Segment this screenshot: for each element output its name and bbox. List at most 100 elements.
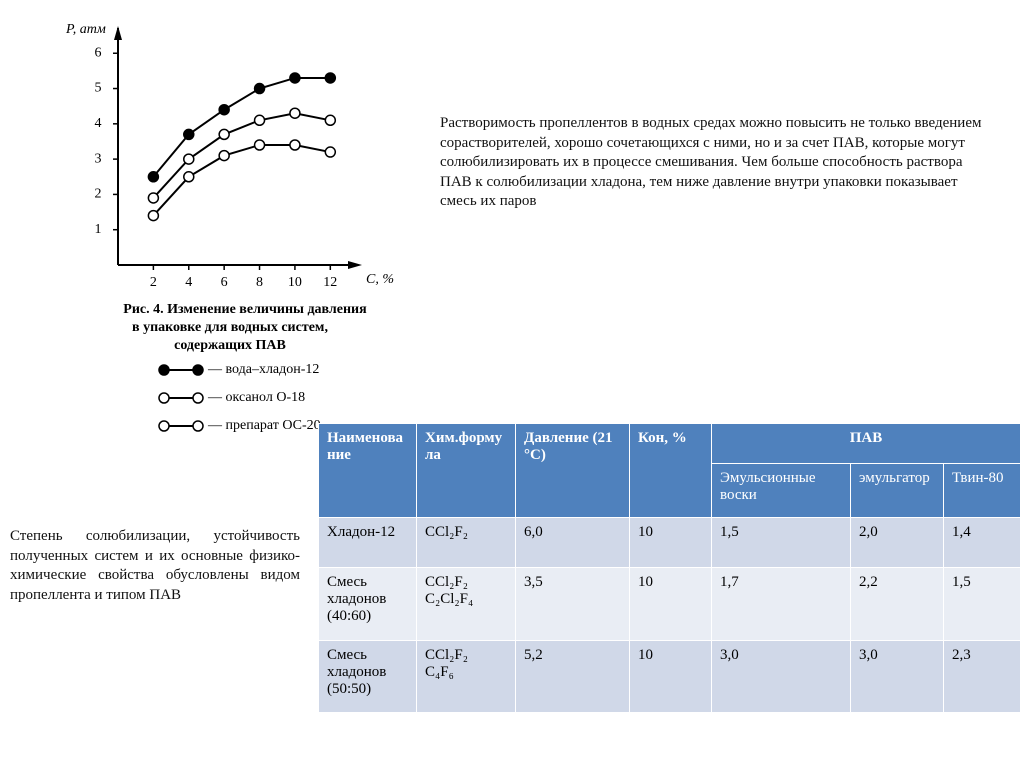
cell-text: CCl₂F₂ bbox=[425, 524, 468, 540]
legend-label: — препарат ОС-20 bbox=[207, 418, 321, 433]
table-cell: 5,2 bbox=[515, 640, 630, 713]
legend-marker bbox=[192, 392, 204, 404]
cell-text: 2,2 bbox=[859, 574, 878, 590]
x-tick-label: 4 bbox=[185, 275, 192, 290]
cell-text: 1,4 bbox=[952, 524, 971, 540]
x-arrow bbox=[348, 261, 362, 269]
table-cell: 10 bbox=[629, 567, 712, 641]
marker bbox=[253, 114, 266, 127]
table-cell: 3,5 bbox=[515, 567, 630, 641]
cell-text: 1,7 bbox=[720, 574, 739, 590]
x-tick-label: 12 bbox=[323, 275, 337, 290]
legend-marker bbox=[158, 420, 170, 432]
cell-text: 5,2 bbox=[524, 647, 543, 663]
table-cell: 1,5 bbox=[711, 517, 851, 568]
table-cell: 2,2 bbox=[850, 567, 944, 641]
legend-label: — вода–хладон-12 bbox=[207, 362, 319, 377]
marker bbox=[253, 139, 266, 151]
legend-marker bbox=[192, 420, 204, 432]
table-row: Хладон-12 CCl₂F₂ 6,0 10 1,5 2,0 1,4 bbox=[318, 517, 1021, 568]
marker bbox=[147, 192, 160, 204]
subheader-cell: Эмульсионные воски bbox=[711, 463, 851, 518]
cell-text: Хладон-12 bbox=[327, 524, 396, 540]
marker bbox=[218, 103, 230, 116]
y-tick-label: 3 bbox=[95, 151, 102, 166]
marker bbox=[183, 153, 195, 165]
caption: Рис. 4. Изменение величины давления в упа… bbox=[123, 302, 367, 353]
paragraph: Растворимость пропеллентов в водных сред… bbox=[440, 115, 982, 209]
cell-text: 1,5 bbox=[720, 524, 739, 540]
table-cell: CCl₂F₂ bbox=[416, 517, 516, 568]
x-tick-label: 2 bbox=[150, 275, 157, 290]
caption-line: в упаковке для водных систем, bbox=[132, 320, 328, 335]
cell-text: 6,0 bbox=[524, 524, 543, 540]
y-tick-label: 6 bbox=[95, 45, 102, 60]
table-cell: Хладон-12 bbox=[318, 517, 417, 568]
table-cell: 3,0 bbox=[850, 640, 944, 713]
marker bbox=[147, 209, 160, 222]
cell-text: 2,3 bbox=[952, 647, 971, 663]
marker bbox=[183, 171, 195, 183]
marker bbox=[324, 114, 337, 127]
series-line bbox=[152, 76, 331, 178]
y-tick-label: 2 bbox=[95, 187, 102, 202]
marker bbox=[218, 128, 230, 141]
table-cell: 1,5 bbox=[943, 567, 1021, 641]
table-row: Смесь хладонов (40:60) CCl₂F₂ C₂Cl₂F₄ 3,5 10… bbox=[318, 567, 1021, 641]
header-cell: ПАВ bbox=[711, 423, 1021, 464]
x-tick-label: 8 bbox=[256, 275, 263, 290]
marker bbox=[183, 128, 195, 141]
y-tick-label: 5 bbox=[95, 81, 102, 96]
cell-text: Смесь хладонов (40:60) bbox=[327, 574, 387, 624]
cell-text: 10 bbox=[638, 524, 653, 540]
marker bbox=[147, 171, 160, 183]
series-line bbox=[152, 112, 331, 199]
table-cell: 2,0 bbox=[850, 517, 944, 568]
table-cell: CCl₂F₂ C₂Cl₂F₄ bbox=[416, 567, 516, 641]
marker bbox=[253, 82, 266, 95]
x-axis-label: C, % bbox=[366, 272, 394, 287]
cell-text: Смесь хладонов (50:50) bbox=[327, 647, 387, 697]
table-cell: 2,3 bbox=[943, 640, 1021, 713]
cell-text: 10 bbox=[638, 574, 653, 590]
subheader-cell: эмульгатор bbox=[850, 463, 944, 518]
table-cell: Смесь хладонов (40:60) bbox=[318, 567, 417, 641]
cell-text: C₂Cl₂F₄ bbox=[425, 591, 474, 607]
header-cell: Хим.формула bbox=[416, 423, 516, 518]
caption-line: содержащих ПАВ bbox=[174, 338, 286, 353]
legend-label: — оксанол О-18 bbox=[207, 390, 305, 405]
table-cell: 6,0 bbox=[515, 517, 630, 568]
y-arrow bbox=[114, 26, 122, 40]
y-tick-label: 1 bbox=[95, 222, 102, 237]
cell-text: CCl₂F₂ bbox=[425, 647, 468, 663]
cell-text: 3,0 bbox=[859, 647, 878, 663]
paragraph: Степень солюбилизации, устойчивость полу… bbox=[10, 528, 300, 603]
cell-text: 1,5 bbox=[952, 574, 971, 590]
subheader-cell: Твин-80 bbox=[943, 463, 1021, 518]
table-cell: 10 bbox=[629, 640, 712, 713]
table-cell: 1,4 bbox=[943, 517, 1021, 568]
cell-text: CCl₂F₂ bbox=[425, 574, 468, 590]
x-tick-label: 10 bbox=[288, 275, 302, 290]
table-cell: 10 bbox=[629, 517, 712, 568]
table-cell: Смесь хладонов (50:50) bbox=[318, 640, 417, 713]
table-row: Смесь хладонов (50:50) CCl₂F₂ C₄F₆ 5,2 10 3,0… bbox=[318, 640, 1021, 713]
cell-text: 3,5 bbox=[524, 574, 543, 590]
caption-line: Рис. 4. Изменение величины давления bbox=[123, 302, 367, 317]
table-cell: 3,0 bbox=[711, 640, 851, 713]
table: Наименование Хим.формула Давление (21 °С… bbox=[318, 423, 1021, 713]
table-cell: 1,7 bbox=[711, 567, 851, 641]
header-cell: Наименование bbox=[318, 423, 417, 518]
marker bbox=[324, 146, 337, 158]
cell-text: 10 bbox=[638, 647, 653, 663]
legend-marker bbox=[158, 392, 170, 404]
marker bbox=[289, 72, 301, 84]
cell-text: 2,0 bbox=[859, 524, 878, 540]
x-tick-label: 6 bbox=[221, 275, 228, 290]
legend-marker bbox=[158, 364, 170, 376]
y-tick-label: 4 bbox=[95, 116, 102, 131]
header-cell: Кон, % bbox=[629, 423, 712, 518]
table-cell: CCl₂F₂ C₄F₆ bbox=[416, 640, 516, 713]
